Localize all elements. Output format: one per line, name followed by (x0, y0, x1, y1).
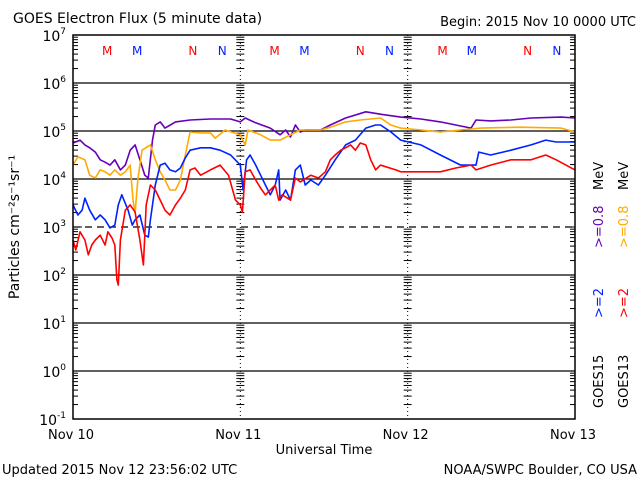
marker-n: N (552, 44, 561, 58)
legend-item: >=2 (592, 288, 607, 318)
credit-label: NOAA/SWPC Boulder, CO USA (444, 463, 637, 478)
marker-m: M (437, 44, 447, 58)
y-tick-label: 10-1 (39, 411, 66, 429)
series-goes15-0-8-mev (72, 111, 576, 179)
grid-lines (73, 82, 575, 372)
legend-item: >=2 (617, 288, 632, 318)
updated-timestamp: Updated 2015 Nov 12 23:56:02 UTC (2, 463, 237, 478)
marker-m: M (269, 44, 279, 58)
series-goes15-2-mev (72, 124, 575, 238)
legend-item: >=0.8 (592, 206, 607, 248)
y-tick-base: 10 (42, 365, 60, 381)
marker-n: N (218, 44, 227, 58)
y-tick-exponent: 6 (60, 75, 66, 85)
plot-frame (72, 34, 576, 420)
x-tick-label: Nov 10 (48, 428, 94, 443)
marker-n: N (385, 44, 394, 58)
marker-m: M (467, 44, 477, 58)
marker-m: M (299, 44, 309, 58)
y-tick-label: 106 (42, 75, 66, 93)
y-tick-exponent: 2 (60, 267, 66, 277)
x-tick-label: Nov 11 (215, 428, 261, 443)
y-tick-label: 103 (42, 219, 66, 237)
y-tick-base: 10 (42, 221, 60, 237)
y-axis-label: Particles cm⁻²s⁻¹sr⁻¹ (7, 155, 23, 299)
y-tick-exponent: 5 (60, 123, 66, 133)
series-goes13-0-8-mev (72, 117, 576, 214)
y-tick-base: 10 (39, 413, 57, 429)
x-axis-label: Universal Time (276, 443, 373, 458)
y-tick-label: 100 (42, 363, 66, 381)
series-lines (72, 111, 576, 286)
marker-m: M (102, 44, 112, 58)
y-tick-base: 10 (42, 29, 60, 45)
y-tick-base: 10 (42, 173, 60, 189)
series-goes13-2-mev (72, 142, 576, 286)
y-tick-base: 10 (42, 317, 60, 333)
y-tick-base: 10 (42, 77, 60, 93)
marker-n: N (188, 44, 197, 58)
marker-m: M (132, 44, 142, 58)
y-tick-label: 102 (42, 267, 66, 285)
chart-title: GOES Electron Flux (5 minute data) (13, 11, 262, 27)
marker-n: N (356, 44, 365, 58)
y-tick-base: 10 (42, 269, 60, 285)
legend-satellite-goes13: GOES13 (617, 355, 632, 408)
y-tick-exponent: 1 (60, 315, 66, 325)
y-tick-exponent: 0 (60, 363, 66, 373)
legend-unit: MeV (617, 162, 632, 190)
x-tick-label: Nov 12 (383, 428, 429, 443)
begin-label: Begin: 2015 Nov 10 0000 UTC (440, 15, 636, 30)
y-tick-exponent: 4 (60, 171, 66, 181)
legend: GOES15 >=2 >=0.8 MeV GOES13 >=2 >=0.8 MeV (592, 162, 632, 408)
y-tick-base: 10 (42, 125, 60, 141)
x-tick-label: Nov 13 (550, 428, 596, 443)
x-tick-labels: Nov 10 Nov 11 Nov 12 Nov 13 (48, 428, 596, 443)
y-tick-label: 107 (42, 27, 66, 45)
y-tick-exponent: 3 (60, 219, 66, 229)
y-tick-exponent: 7 (60, 27, 66, 37)
y-tick-label: 101 (42, 315, 66, 333)
legend-unit: MeV (592, 162, 607, 190)
y-tick-label: 104 (42, 171, 66, 189)
y-tick-exponent: -1 (57, 411, 66, 421)
marker-n: N (523, 44, 532, 58)
y-tick-label: 105 (42, 123, 66, 141)
legend-satellite-goes15: GOES15 (592, 355, 607, 408)
legend-item: >=0.8 (617, 206, 632, 248)
